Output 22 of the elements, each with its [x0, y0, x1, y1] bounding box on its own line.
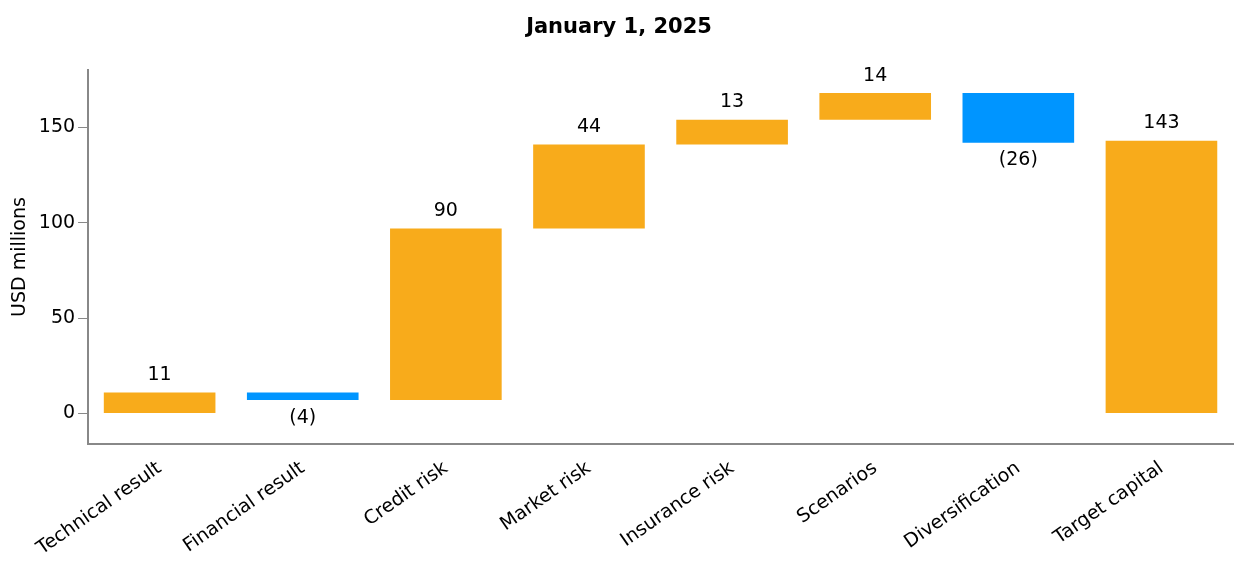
chart-title: January 1, 2025 [524, 14, 712, 39]
data-label: (4) [289, 404, 317, 427]
y-axis-title: USD millions [7, 197, 30, 318]
data-label: (26) [998, 147, 1038, 170]
data-label: 90 [433, 197, 458, 220]
data-label: 14 [863, 62, 888, 85]
bar [962, 93, 1075, 143]
y-tick-label: 100 [38, 209, 76, 232]
bar [533, 144, 645, 229]
data-label: 13 [720, 89, 745, 112]
y-tick-label: 0 [62, 400, 76, 423]
bar [390, 228, 502, 401]
data-label: 11 [147, 361, 172, 384]
y-tick-label: 50 [50, 305, 76, 328]
data-label: 44 [576, 114, 602, 137]
bar [676, 119, 788, 145]
data-label: 143 [1143, 110, 1180, 133]
bar [246, 392, 359, 401]
bar [819, 93, 932, 120]
bar [1105, 140, 1218, 413]
y-tick-label: 150 [38, 114, 76, 137]
bar [103, 392, 216, 413]
